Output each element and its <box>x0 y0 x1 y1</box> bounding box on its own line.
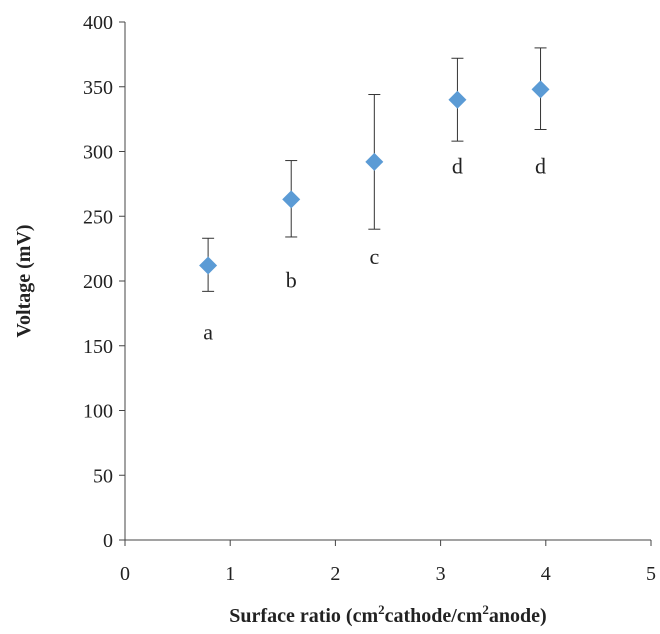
x-axis-ticks: 0 1 2 3 4 5 <box>120 540 656 585</box>
data-point <box>282 190 301 209</box>
significance-label: a <box>203 319 213 344</box>
y-tick-label: 250 <box>83 206 113 228</box>
x-tick-label: 3 <box>436 563 446 585</box>
data-markers <box>199 80 550 275</box>
plot-area: 0 50 100 150 200 250 300 350 400 0 1 2 3 4 5 a b c d d <box>83 12 656 585</box>
y-tick-label: 100 <box>83 401 113 423</box>
y-tick-label: 50 <box>93 465 113 487</box>
data-point <box>531 80 550 99</box>
x-axis-title: Surface ratio (cm2cathode/cm2anode) <box>229 602 546 627</box>
x-axis-title-part-2: cathode/cm <box>385 605 483 627</box>
significance-label: d <box>535 154 546 179</box>
x-axis-title-sup-2: 2 <box>482 602 489 617</box>
y-tick-label: 400 <box>83 12 113 34</box>
x-tick-label: 4 <box>541 563 551 585</box>
y-tick-label: 350 <box>83 77 113 99</box>
data-point <box>365 152 384 171</box>
x-tick-label: 1 <box>225 563 235 585</box>
significance-label: b <box>286 267 297 292</box>
y-tick-label: 300 <box>83 142 113 164</box>
y-tick-label: 200 <box>83 271 113 293</box>
y-tick-label: 150 <box>83 336 113 358</box>
significance-label: c <box>369 244 379 269</box>
y-tick-label: 0 <box>103 530 113 552</box>
x-tick-label: 5 <box>646 563 656 585</box>
x-tick-label: 0 <box>120 563 130 585</box>
significance-label: d <box>452 154 463 179</box>
x-axis-title-part-3: anode) <box>489 605 547 627</box>
x-axis-title-part-1: Surface ratio (cm <box>229 605 378 627</box>
y-axis-ticks: 0 50 100 150 200 250 300 350 400 <box>83 12 125 552</box>
data-point <box>199 256 218 275</box>
x-tick-label: 2 <box>330 563 340 585</box>
y-axis-title: Voltage (mV) <box>13 224 35 337</box>
group-labels: a b c d d <box>203 154 546 345</box>
data-point <box>448 90 467 109</box>
x-axis-title-sup-1: 2 <box>378 602 385 617</box>
